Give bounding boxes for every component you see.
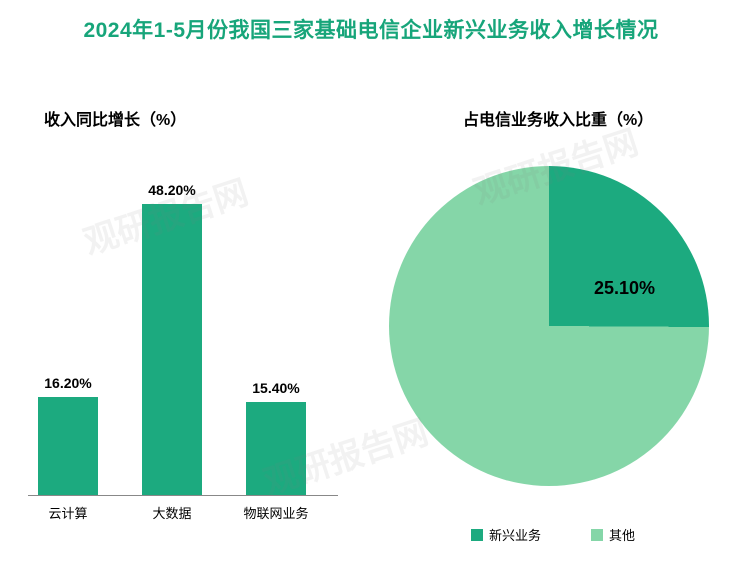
legend-text: 其他 bbox=[609, 525, 635, 544]
bar-value-label: 15.40% bbox=[252, 380, 299, 396]
legend-item: 其他 bbox=[591, 525, 635, 544]
pie-chart: 25.10% bbox=[389, 166, 709, 486]
legend-text: 新兴业务 bbox=[489, 525, 541, 544]
bar-xtick: 物联网业务 bbox=[243, 503, 308, 522]
bar bbox=[142, 204, 202, 495]
chart-title: 2024年1-5月份我国三家基础电信企业新兴业务收入增长情况 bbox=[0, 0, 742, 44]
bar-subtitle: 收入同比增长（%） bbox=[44, 106, 186, 130]
bar bbox=[38, 397, 98, 495]
pie-panel: 占电信业务收入比重（%） 25.10% 新兴业务 其他 bbox=[371, 44, 742, 554]
pie-slice-label: 25.10% bbox=[594, 278, 655, 299]
legend-swatch bbox=[591, 529, 603, 541]
legend-swatch bbox=[471, 529, 483, 541]
content-area: 收入同比增长（%） 16.20% 48.20% 15.40% 云计算 大数据 物联网业务… bbox=[0, 44, 742, 554]
pie-legend: 新兴业务 其他 bbox=[471, 525, 635, 544]
bar-xtick: 云计算 bbox=[48, 503, 87, 522]
bar-panel: 收入同比增长（%） 16.20% 48.20% 15.40% 云计算 大数据 物联网业务 bbox=[0, 44, 371, 554]
pie-subtitle: 占电信业务收入比重（%） bbox=[463, 106, 653, 130]
bar bbox=[246, 402, 306, 495]
bar-chart: 16.20% 48.20% 15.40% 云计算 大数据 物联网业务 bbox=[28, 134, 338, 524]
pie-circle bbox=[389, 166, 709, 486]
legend-item: 新兴业务 bbox=[471, 525, 541, 544]
bar-xtick: 大数据 bbox=[152, 503, 191, 522]
bar-value-label: 48.20% bbox=[148, 182, 195, 198]
bar-value-label: 16.20% bbox=[44, 375, 91, 391]
bar-plot-area: 16.20% 48.20% 15.40% bbox=[28, 134, 338, 496]
